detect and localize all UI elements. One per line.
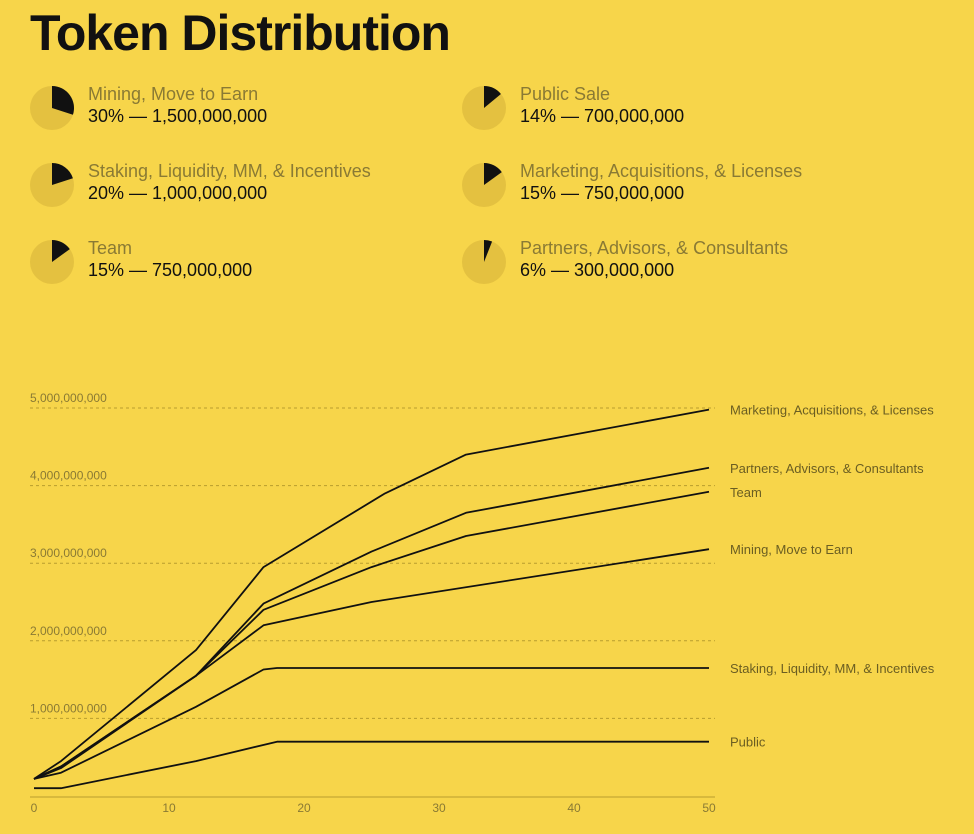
y-tick-label: 4,000,000,000	[30, 469, 107, 483]
x-tick-label: 0	[31, 801, 38, 815]
y-tick-label: 1,000,000,000	[30, 701, 107, 715]
pie-slice	[52, 86, 74, 115]
x-tick-label: 20	[297, 801, 311, 815]
x-tick-label: 40	[567, 801, 581, 815]
legend-name: Partners, Advisors, & Consultants	[520, 238, 789, 258]
legend-item: Partners, Advisors, & Consultants 6% — 30…	[462, 238, 882, 288]
pie-slice	[484, 163, 502, 185]
y-tick-label: 5,000,000,000	[30, 391, 107, 405]
legend-item: Marketing, Acquisitions, & Licenses 15% —…	[462, 161, 882, 211]
pie-icon	[462, 240, 506, 284]
legend-value: 15% — 750,000,000	[520, 183, 685, 203]
legend-value: 20% — 1,000,000,000	[88, 183, 268, 203]
legend-name: Marketing, Acquisitions, & Licenses	[520, 161, 803, 181]
y-tick-label: 3,000,000,000	[30, 546, 107, 560]
series-label: Partners, Advisors, & Consultants	[730, 461, 924, 476]
legend-name: Staking, Liquidity, MM, & Incentives	[88, 161, 371, 181]
series-line	[33, 408, 710, 780]
legend-item: Mining, Move to Earn 30% — 1,500,000,000	[30, 84, 450, 134]
legend-value: 30% — 1,500,000,000	[88, 106, 268, 126]
legend-name: Public Sale	[520, 84, 611, 104]
legend-item: Staking, Liquidity, MM, & Incentives 20% …	[30, 161, 450, 211]
pie-icon	[462, 163, 506, 207]
series-line	[33, 548, 710, 780]
legend-value: 6% — 300,000,000	[520, 260, 675, 280]
series-label: Marketing, Acquisitions, & Licenses	[730, 403, 934, 418]
x-tick-label: 10	[162, 801, 176, 815]
pie-slice	[52, 240, 70, 262]
y-tick-label: 2,000,000,000	[30, 624, 107, 638]
legend-item: Team 15% — 750,000,000	[30, 238, 450, 288]
page-title: Token Distribution	[30, 5, 451, 61]
series-label: Public	[730, 735, 766, 750]
legend-value: 15% — 750,000,000	[88, 260, 253, 280]
series-label: Team	[730, 485, 762, 500]
pie-icon	[462, 86, 506, 130]
legend-name: Team	[88, 238, 133, 258]
series-label: Mining, Move to Earn	[730, 542, 853, 557]
series-line	[33, 490, 710, 780]
pie-slice	[484, 86, 501, 108]
pie-icon	[30, 163, 74, 207]
pie-icon	[30, 240, 74, 284]
x-tick-label: 30	[432, 801, 446, 815]
legend-name: Mining, Move to Earn	[88, 84, 259, 104]
series-label: Staking, Liquidity, MM, & Incentives	[730, 661, 935, 676]
pie-slice	[484, 240, 493, 262]
pie-slice	[52, 163, 73, 185]
series-line	[33, 667, 709, 780]
pie-icon	[30, 86, 74, 130]
x-tick-label: 50	[702, 801, 716, 815]
legend-item: Public Sale 14% — 700,000,000	[462, 84, 882, 134]
series-line	[34, 740, 709, 790]
legend-value: 14% — 700,000,000	[520, 106, 685, 126]
series-line	[33, 466, 710, 780]
